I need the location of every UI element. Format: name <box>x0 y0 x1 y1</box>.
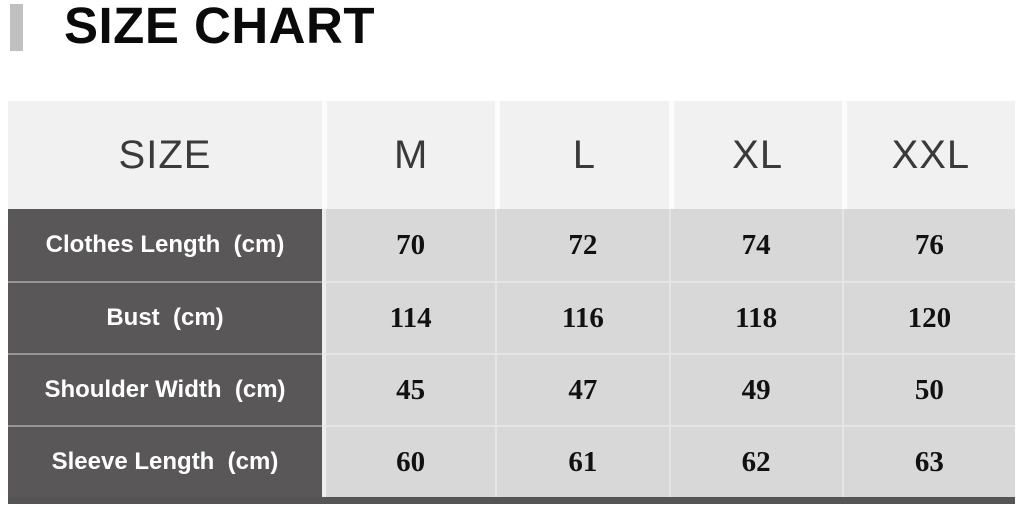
value-cell: 72 <box>495 209 669 281</box>
page-title: SIZE CHART <box>64 0 375 54</box>
value-cell: 63 <box>841 425 1015 497</box>
row-label-shoulder-width: Shoulder Width (cm) <box>8 353 322 425</box>
value-cell: 120 <box>841 281 1015 353</box>
value-cell: 61 <box>495 425 669 497</box>
value-cell: 60 <box>322 425 496 497</box>
column-header-xl: XL <box>668 101 842 209</box>
column-header-xxl: XXL <box>841 101 1015 209</box>
value-cell: 47 <box>495 353 669 425</box>
value-cell: 70 <box>322 209 496 281</box>
column-header-size: SIZE <box>8 101 322 209</box>
title-accent-bar <box>10 4 23 51</box>
value-cell: 116 <box>495 281 669 353</box>
value-cell: 74 <box>668 209 842 281</box>
value-cell: 62 <box>668 425 842 497</box>
size-chart-table: SIZE M L XL XXL Clothes Length (cm) 70 7… <box>8 101 1015 504</box>
column-header-l: L <box>495 101 669 209</box>
value-cell: 118 <box>668 281 842 353</box>
column-header-m: M <box>322 101 496 209</box>
value-cell: 45 <box>322 353 496 425</box>
row-label-clothes-length: Clothes Length (cm) <box>8 209 322 281</box>
value-cell: 76 <box>841 209 1015 281</box>
row-label-sleeve-length: Sleeve Length (cm) <box>8 425 322 497</box>
value-cell: 50 <box>841 353 1015 425</box>
value-cell: 114 <box>322 281 496 353</box>
row-label-bust: Bust (cm) <box>8 281 322 353</box>
value-cell: 49 <box>668 353 842 425</box>
title-block: SIZE CHART <box>0 0 1024 56</box>
